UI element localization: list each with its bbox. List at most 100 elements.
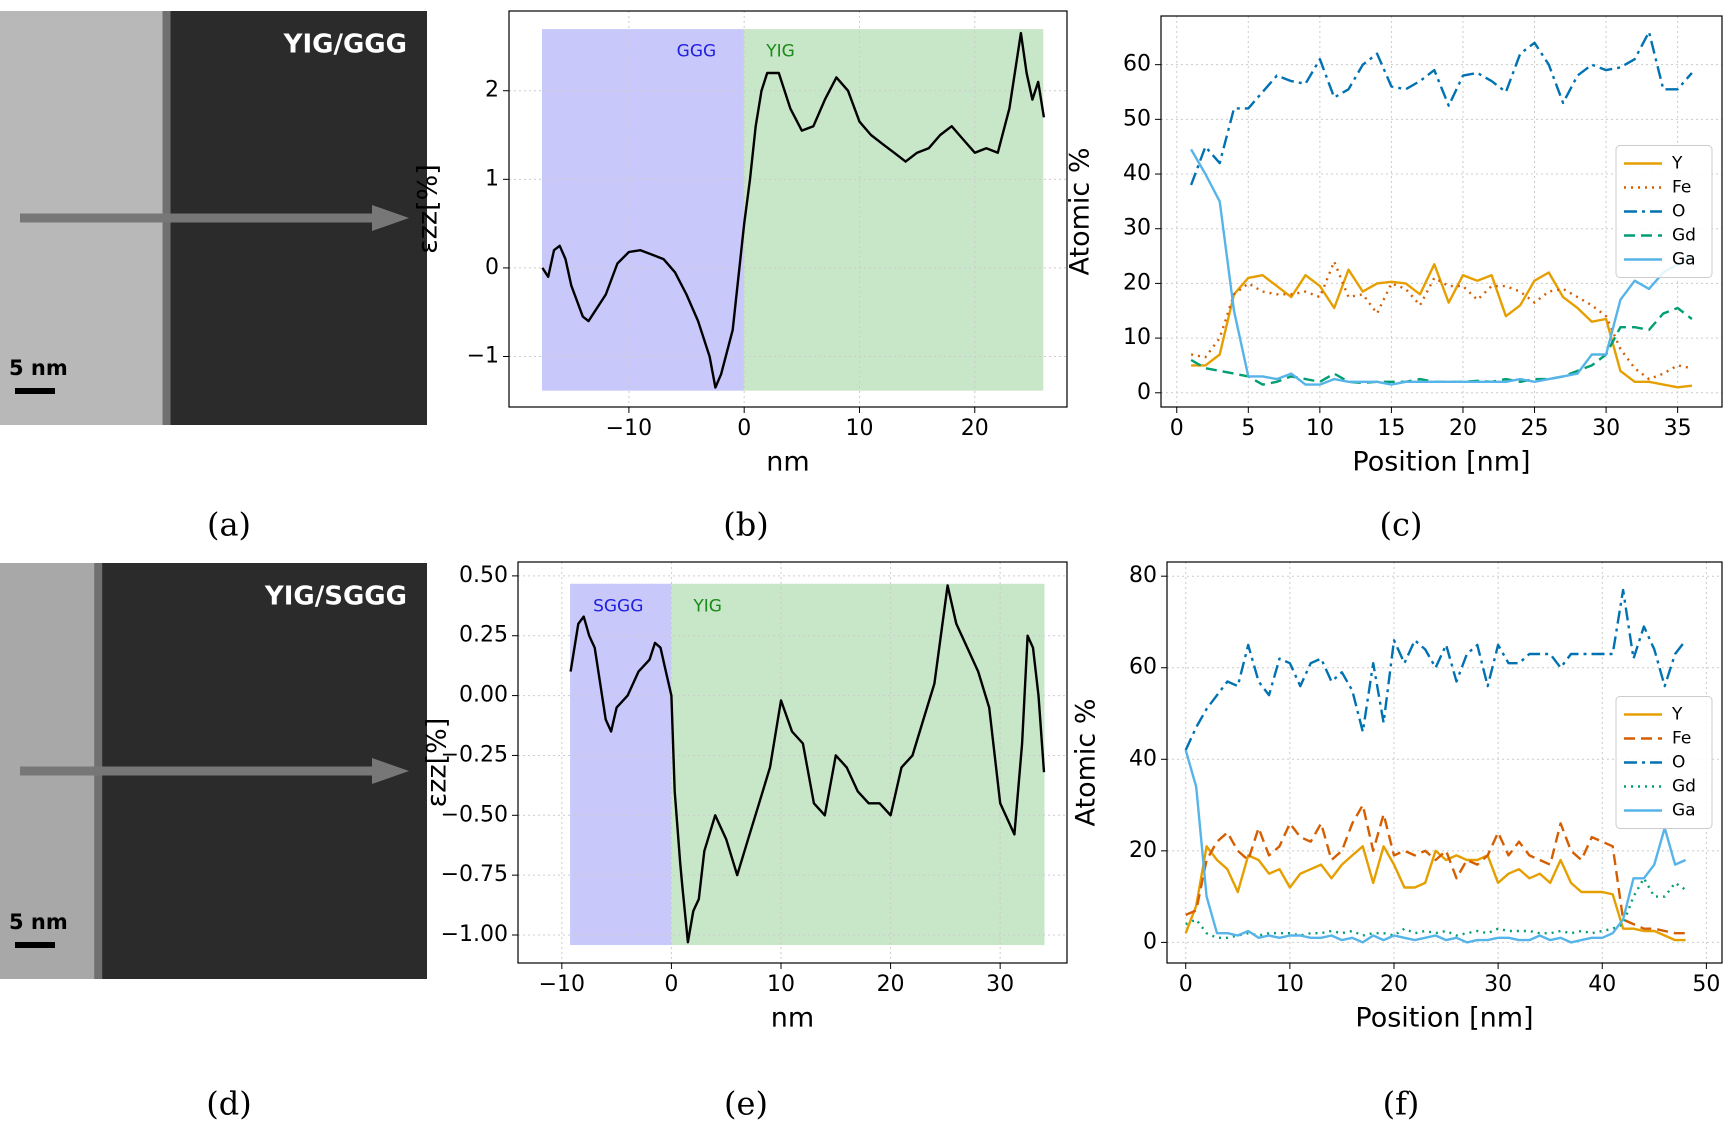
caption: (f) <box>1383 1085 1420 1123</box>
x-tick-label: 25 <box>1521 416 1549 441</box>
y-tick-label: 40 <box>1123 161 1151 186</box>
caption: (e) <box>724 1085 768 1123</box>
arrow-head <box>372 205 409 231</box>
x-tick-label: 10 <box>845 416 873 441</box>
y-tick-label: 0 <box>1137 380 1151 405</box>
y-tick-label: −1 <box>467 344 499 369</box>
x-tick-label: 20 <box>961 416 989 441</box>
legend-box <box>1615 145 1713 278</box>
y-axis-label: Atomic % <box>1065 148 1096 276</box>
legend-label: Y <box>1671 705 1683 725</box>
series-line <box>1185 877 1687 939</box>
series-line <box>1189 30 1693 186</box>
strain-line <box>569 584 1046 944</box>
plot-frame <box>508 10 1068 408</box>
series-line <box>1185 803 1686 935</box>
scale-label: 5 nm <box>9 356 68 380</box>
x-axis-label: Position [nm] <box>1352 447 1530 478</box>
y-tick-label: 20 <box>1123 270 1151 295</box>
x-tick-label: 20 <box>1380 972 1408 997</box>
x-tick-label: 0 <box>1179 972 1193 997</box>
y-axis-label: εzz[%] <box>413 164 444 254</box>
region-label: YIG <box>692 596 722 616</box>
series-line <box>1190 148 1693 386</box>
scale-label: 5 nm <box>9 910 68 934</box>
x-tick-label: 0 <box>664 972 678 997</box>
y-tick-label: 40 <box>1129 746 1157 771</box>
y-axis-label: Atomic % <box>1071 699 1102 827</box>
series-line <box>1190 306 1693 386</box>
x-tick-label: 10 <box>1276 972 1304 997</box>
x-tick-label: 50 <box>1692 972 1720 997</box>
region <box>743 29 1044 391</box>
image-title: YIG/GGG <box>283 30 407 60</box>
region <box>670 583 1045 946</box>
legend-label: Fe <box>1672 178 1691 198</box>
plot-frame <box>1166 561 1723 964</box>
x-tick-label: −10 <box>606 416 652 441</box>
x-tick-label: 30 <box>1592 416 1620 441</box>
legend-label: Ga <box>1672 801 1696 821</box>
arrow-head <box>372 758 409 784</box>
series-line <box>1191 263 1693 389</box>
y-tick-label: 0 <box>1143 929 1157 954</box>
x-tick-label: 10 <box>767 972 795 997</box>
plot-frame <box>517 561 1068 964</box>
y-tick-label: 1 <box>485 166 499 191</box>
x-tick-label: 10 <box>1306 416 1334 441</box>
x-tick-label: 40 <box>1588 972 1616 997</box>
x-tick-label: 20 <box>1449 416 1477 441</box>
caption: (c) <box>1380 506 1423 544</box>
caption: (d) <box>206 1085 251 1123</box>
series-line <box>1184 749 1687 944</box>
legend-label: Y <box>1671 154 1683 174</box>
y-tick-label: 0 <box>485 255 499 280</box>
y-tick-label: 30 <box>1123 216 1151 241</box>
x-tick-label: 15 <box>1377 416 1405 441</box>
x-tick-label: 35 <box>1664 416 1692 441</box>
x-tick-label: 30 <box>1484 972 1512 997</box>
x-axis-label: nm <box>771 1003 814 1034</box>
caption: (a) <box>207 506 251 544</box>
legend-label: Gd <box>1672 777 1696 797</box>
plot-frame <box>1160 15 1723 408</box>
caption: (b) <box>723 506 768 544</box>
image-title: YIG/SGGG <box>264 582 407 612</box>
y-tick-label: −0.75 <box>441 862 508 887</box>
legend-label: Gd <box>1672 226 1696 246</box>
y-tick-label: 80 <box>1129 563 1157 588</box>
legend-label: Ga <box>1672 250 1696 270</box>
region <box>570 583 672 946</box>
x-tick-label: 30 <box>986 972 1014 997</box>
y-tick-label: 10 <box>1123 325 1151 350</box>
y-tick-label: −0.25 <box>441 742 508 767</box>
legend-label: O <box>1672 753 1685 773</box>
strain-line <box>541 31 1046 389</box>
y-tick-label: 0.25 <box>459 623 508 648</box>
region <box>541 29 745 391</box>
series-line <box>1190 260 1693 381</box>
x-axis-label: nm <box>766 447 809 478</box>
series-line <box>1184 845 1686 942</box>
y-tick-label: 2 <box>485 78 499 103</box>
y-axis-label: εzz[%] <box>422 718 453 808</box>
x-tick-label: 0 <box>737 416 751 441</box>
legend-label: O <box>1672 202 1685 222</box>
x-tick-label: 5 <box>1241 416 1255 441</box>
legend-box <box>1615 696 1713 829</box>
region-label: SGGG <box>593 596 643 616</box>
legend-label: Fe <box>1672 729 1691 749</box>
series-line <box>1184 588 1687 751</box>
x-tick-label: −10 <box>539 972 585 997</box>
y-tick-label: 0.00 <box>459 683 508 708</box>
region-label: GGG <box>677 42 717 62</box>
y-tick-label: −1.00 <box>441 922 508 947</box>
y-tick-label: 0.50 <box>459 563 508 588</box>
y-tick-label: 60 <box>1129 655 1157 680</box>
x-axis-label: Position [nm] <box>1355 1003 1533 1034</box>
y-tick-label: 20 <box>1129 838 1157 863</box>
y-tick-label: −0.50 <box>441 802 508 827</box>
y-tick-label: 60 <box>1123 52 1151 77</box>
region-label: YIG <box>765 42 795 62</box>
